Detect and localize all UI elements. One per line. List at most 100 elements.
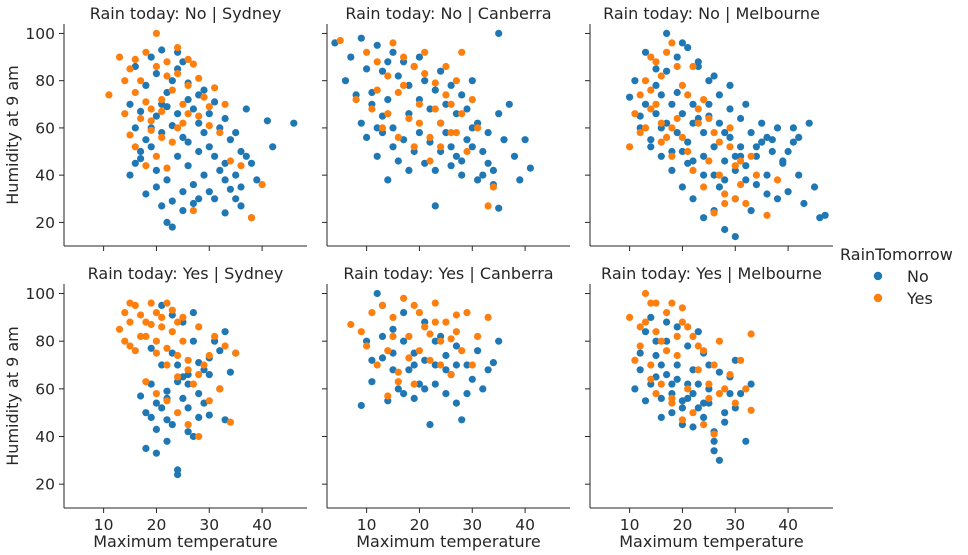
data-point-no (742, 100, 750, 108)
data-point-no (779, 157, 787, 165)
data-point-no (663, 29, 671, 37)
data-point-no (126, 100, 134, 108)
data-point-yes (195, 432, 203, 441)
facet-panel-r0-c1: Rain today: No | Canberra (322, 4, 570, 251)
data-point-yes (652, 299, 660, 307)
data-point-yes (336, 36, 344, 45)
data-point-yes (731, 399, 739, 407)
data-point-yes (447, 335, 455, 343)
data-point-no (394, 385, 402, 393)
data-point-no (189, 181, 197, 189)
data-point-yes (426, 330, 434, 338)
data-point-yes (205, 122, 213, 130)
data-point-no (415, 53, 423, 61)
data-point-no (657, 152, 665, 160)
data-point-yes (631, 110, 639, 118)
data-point-no (174, 466, 182, 474)
data-point-yes (158, 313, 166, 321)
data-point-no (810, 183, 819, 191)
data-point-yes (394, 88, 402, 97)
data-point-yes (452, 328, 460, 336)
y-tick-label: 40 (35, 167, 55, 185)
data-point-no (405, 166, 413, 174)
data-point-no (211, 98, 219, 106)
data-point-yes (673, 114, 681, 123)
data-point-yes (663, 133, 671, 141)
data-point-no (758, 138, 766, 146)
data-point-no (137, 147, 145, 156)
data-point-no (526, 164, 535, 172)
data-point-no (647, 136, 655, 144)
data-point-no (179, 394, 187, 402)
data-point-no (163, 387, 171, 395)
data-point-yes (726, 143, 734, 151)
facet-panel-r1-c0: Rain today: Yes | Sydney 20 40 60 80 100 10 20 3… (3, 264, 307, 551)
data-point-no (242, 105, 250, 113)
data-point-no (721, 418, 729, 426)
points-group (115, 299, 240, 479)
data-point-yes (373, 58, 381, 66)
data-point-yes (174, 373, 182, 381)
data-point-yes (705, 380, 713, 388)
panel-title: Rain today: Yes | Melbourne (601, 264, 822, 283)
data-point-no (247, 159, 256, 167)
data-point-no (715, 368, 724, 376)
data-point-yes (668, 394, 676, 402)
data-point-yes (668, 299, 676, 307)
data-point-yes (152, 309, 160, 317)
data-point-no (752, 181, 761, 189)
data-point-no (795, 133, 803, 141)
data-point-no (400, 309, 408, 317)
data-point-no (495, 29, 503, 37)
data-point-no (715, 456, 724, 464)
data-point-no (678, 110, 687, 118)
data-point-no (373, 41, 381, 49)
data-point-no (684, 342, 692, 350)
data-point-no (357, 34, 365, 42)
data-point-yes (205, 103, 213, 111)
data-point-yes (142, 48, 150, 56)
data-point-no (226, 136, 234, 144)
data-point-yes (142, 378, 150, 386)
y-tick-label: 20 (35, 214, 55, 232)
data-point-no (731, 152, 739, 160)
data-point-no (726, 390, 734, 398)
data-point-yes (452, 129, 460, 137)
data-point-yes (373, 361, 381, 369)
data-point-no (184, 428, 192, 436)
data-point-no (131, 124, 139, 132)
x-tick-label: 20 (673, 516, 693, 534)
data-point-yes (657, 72, 665, 80)
data-point-no (673, 129, 681, 137)
data-point-no (405, 81, 413, 89)
data-point-no (458, 157, 466, 165)
y-tick-label: 60 (35, 119, 55, 137)
data-point-yes (221, 100, 229, 108)
data-point-no (431, 337, 439, 345)
data-point-no (721, 157, 729, 165)
data-point-yes (442, 62, 450, 71)
data-point-yes (200, 93, 208, 101)
data-point-yes (384, 347, 392, 355)
data-point-yes (410, 143, 418, 151)
facet-panel-r0-c0: Rain today: No | Sydney 20 40 60 80 100 Humidi… (3, 4, 307, 251)
data-point-no (179, 207, 187, 215)
data-point-no (389, 143, 397, 151)
data-point-yes (452, 311, 460, 319)
data-point-yes (368, 309, 376, 317)
data-point-yes (721, 190, 729, 198)
panel-title: Rain today: No | Canberra (345, 4, 551, 23)
x-tick-label: 30 (199, 516, 219, 534)
data-point-yes (421, 48, 429, 56)
data-point-yes (689, 332, 697, 340)
data-point-no (142, 190, 150, 198)
data-point-yes (463, 309, 471, 317)
data-point-no (389, 48, 397, 56)
data-point-yes (657, 119, 665, 127)
data-point-no (384, 58, 392, 66)
data-point-yes (731, 162, 739, 170)
data-point-yes (626, 313, 634, 321)
data-point-no (200, 129, 208, 137)
data-point-no (410, 361, 418, 369)
data-point-no (689, 423, 697, 431)
